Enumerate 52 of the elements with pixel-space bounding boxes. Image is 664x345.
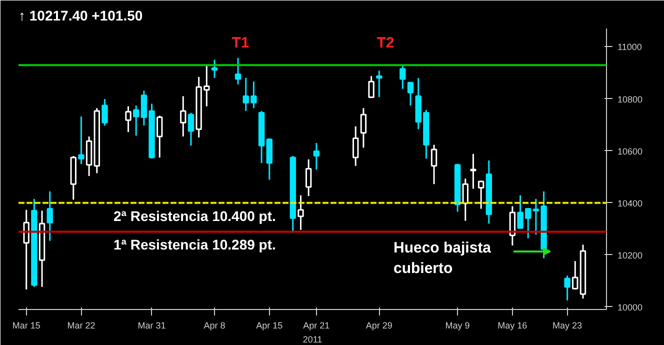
candlestick <box>211 58 218 79</box>
y-tick-label: 10600 <box>618 146 643 156</box>
candlestick <box>313 142 320 170</box>
candlestick <box>564 274 570 302</box>
candlestick <box>180 95 186 138</box>
y-tick-label: 11000 <box>618 42 642 52</box>
candlestick <box>125 106 132 133</box>
x-tick-label: May 9 <box>445 320 470 330</box>
candlestick <box>368 75 374 98</box>
annotation: T1 <box>232 34 250 52</box>
ref-line-label: 1ª Resistencia 10.289 pt. <box>114 236 276 253</box>
x-tick-label: Mar 31 <box>138 320 166 330</box>
x-tick-label: Apr 15 <box>256 320 283 330</box>
candlestick <box>376 70 382 98</box>
x-tick-label: Apr 21 <box>303 320 330 330</box>
candlestick <box>46 190 53 242</box>
x-tick-label: May 16 <box>498 320 528 330</box>
candlestick <box>470 153 476 190</box>
candlestick <box>78 116 84 165</box>
candlestick <box>86 136 92 177</box>
candlestick <box>462 178 468 222</box>
candlestick <box>352 126 359 167</box>
candlestick <box>509 205 516 246</box>
candlestick <box>156 114 163 158</box>
candlestick <box>102 98 108 126</box>
x-tick-label: Apr 29 <box>366 320 392 330</box>
candlestick <box>133 104 140 136</box>
x-axis-title: 2011 <box>302 334 322 344</box>
x-tick-label: Mar 22 <box>67 320 96 330</box>
candlestick <box>298 194 304 231</box>
candlestick <box>400 65 406 90</box>
candlestick <box>572 260 578 290</box>
x-tick-label: Mar 15 <box>12 320 40 330</box>
x-tick-label: Apr 8 <box>204 320 226 330</box>
candlestick <box>234 57 242 86</box>
candlestick <box>305 158 312 197</box>
y-tick-label: 10200 <box>618 250 643 260</box>
candlestick <box>478 180 484 210</box>
y-tick-label: 10000 <box>618 302 643 312</box>
candlestick <box>430 144 438 185</box>
chart-title: ↑ 10217.40 +101.50 <box>18 8 143 24</box>
ref-line-label: 2ª Resistencia 10.400 pt. <box>114 208 276 224</box>
annotation: Hueco bajista cubierto <box>394 240 492 277</box>
candlestick <box>360 107 367 148</box>
annotation: T2 <box>376 34 394 52</box>
candlestick <box>407 82 414 106</box>
y-tick-label: 10400 <box>618 198 643 208</box>
x-tick-label: May 23 <box>552 320 582 330</box>
y-tick-label: 10800 <box>618 94 643 104</box>
candlestick <box>188 112 194 146</box>
candlestick <box>266 138 272 180</box>
candlestick <box>23 209 30 290</box>
